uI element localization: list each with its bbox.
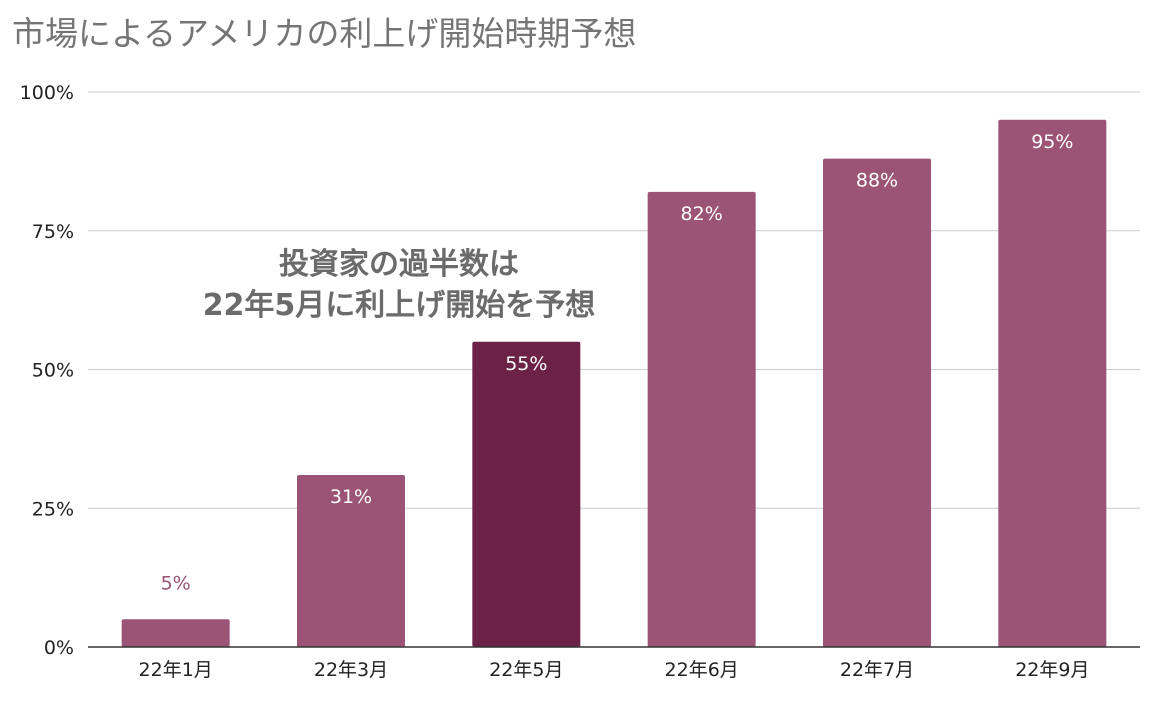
x-tick-label: 22年7月 [840,659,914,681]
x-tick-label: 22年3月 [314,659,388,681]
data-label: 5% [161,572,191,594]
chart-title: 市場によるアメリカの利上げ開始時期予想 [12,14,636,53]
data-label: 31% [330,486,372,508]
x-tick-label: 22年1月 [139,659,213,681]
gridlines [88,91,1140,509]
bar [121,619,230,647]
y-axis-ticks: 0% 25% 50% 75% 100% [20,82,74,659]
data-label: 88% [856,170,898,192]
annotation-line-1: 投資家の過半数は [279,247,519,282]
y-tick-label: 25% [32,498,74,520]
bar [647,191,756,647]
data-label: 55% [505,353,547,375]
y-tick-label: 75% [32,221,74,243]
data-label: 82% [681,203,723,225]
x-axis-ticks: 22年1月 22年3月 22年5月 22年6月 22年7月 22年9月 [139,659,1090,681]
annotation-line-2: 22年5月に利上げ開始を予想 [203,288,596,323]
bar [297,474,405,647]
x-tick-label: 22年9月 [1015,659,1089,681]
bar [998,119,1107,647]
bars: 5% 31% 55% 82% 88% 95% [121,119,1107,647]
data-label: 95% [1031,131,1073,153]
bar [823,158,931,647]
y-tick-label: 0% [44,637,74,659]
bar [472,341,581,647]
y-tick-label: 50% [32,360,74,382]
x-tick-label: 22年5月 [489,659,563,681]
y-tick-label: 100% [20,82,74,104]
x-tick-label: 22年6月 [665,659,739,681]
